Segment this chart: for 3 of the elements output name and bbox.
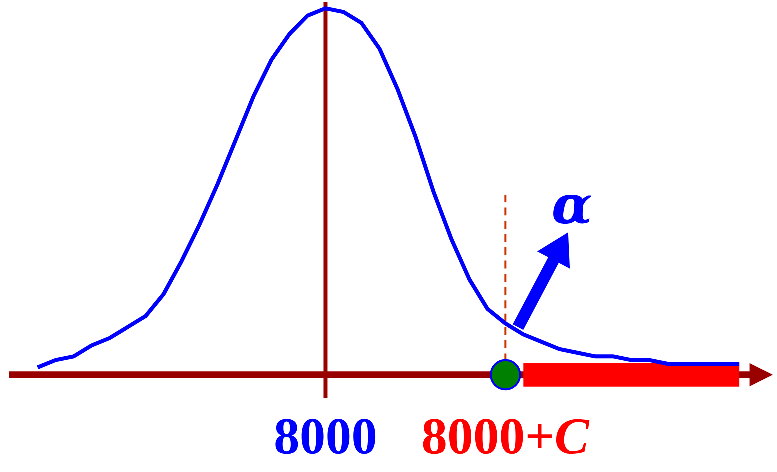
- annotation: α: [554, 195, 592, 224]
- x-tick-label: 8000: [276, 419, 376, 454]
- x-tick-label: 8000+C: [423, 419, 590, 454]
